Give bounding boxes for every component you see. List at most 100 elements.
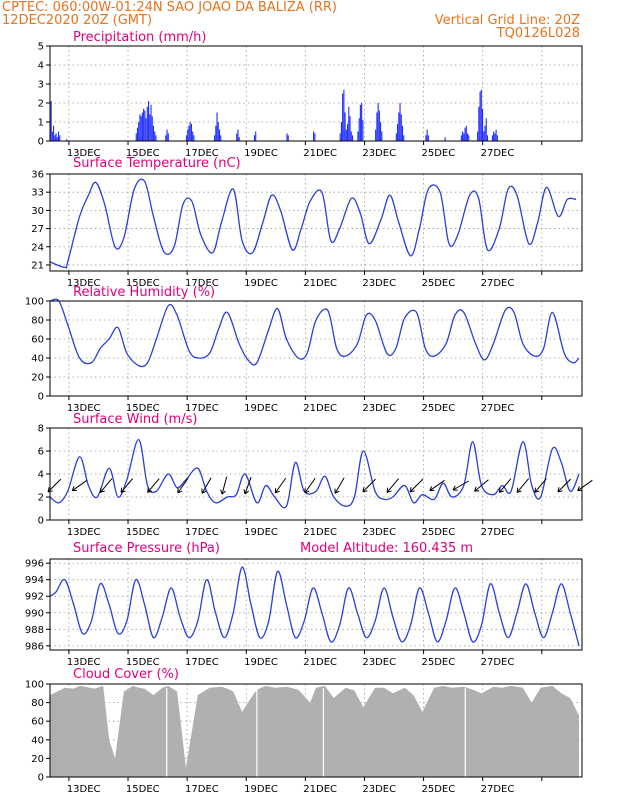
wind-arrow: [147, 478, 160, 493]
x-tick-label: 13DEC: [67, 403, 101, 414]
precip-bar: [215, 125, 217, 141]
precip-bar: [342, 93, 344, 141]
precip-bar: [139, 114, 141, 141]
precip-bar: [395, 133, 397, 141]
series-line: [49, 298, 580, 368]
y-tick-label: 20: [31, 754, 44, 765]
precip-bar: [187, 129, 189, 141]
precip-bar: [466, 133, 469, 141]
precip-bar: [144, 110, 146, 141]
header-grid-note: Vertical Grid Line: 20Z: [434, 13, 580, 28]
y-tick-label: 100: [25, 680, 44, 691]
x-tick-label: 27DEC: [481, 148, 515, 159]
precip-bar: [313, 131, 315, 141]
y-tick-label: 60: [31, 335, 44, 346]
wind-arrow: [274, 477, 287, 494]
precip-bar: [381, 131, 383, 141]
precip-bar: [238, 137, 240, 141]
x-tick-label: 15DEC: [126, 148, 160, 159]
precip-bar: [399, 103, 401, 141]
panel-frame: [49, 300, 583, 397]
precip-bar: [463, 133, 465, 141]
x-tick-label: 13DEC: [67, 148, 101, 159]
x-tick-label: 25DEC: [421, 278, 455, 289]
y-tick-label: 27: [31, 224, 44, 235]
precip-bar: [220, 135, 222, 141]
precip-bar: [477, 131, 479, 141]
precip-bar: [343, 89, 345, 141]
x-tick-label: 15DEC: [126, 278, 160, 289]
y-tick-label: 2: [38, 99, 44, 110]
precip-bar: [287, 135, 289, 141]
precip-bar: [216, 112, 218, 141]
x-tick-label: 25DEC: [421, 403, 455, 414]
x-tick-label: 21DEC: [303, 403, 337, 414]
precip-bar: [59, 135, 61, 141]
y-tick-label: 6: [38, 447, 44, 458]
x-tick-label: 21DEC: [303, 148, 337, 159]
precip-bar: [350, 131, 352, 141]
x-tick-label: 19DEC: [244, 527, 278, 538]
y-tick-label: 40: [31, 354, 44, 365]
precip-bar: [347, 123, 349, 141]
precip-bar: [66, 139, 68, 141]
precip-bar: [57, 131, 60, 141]
precip-bar: [427, 135, 429, 141]
precip-bar: [190, 123, 192, 141]
panel-title: Surface Temperature (nC): [73, 156, 241, 171]
precip-bar: [496, 135, 498, 141]
precip-bar: [481, 108, 484, 141]
precip-bar: [136, 127, 139, 141]
precip-bar: [425, 135, 427, 141]
wind-arrow: [452, 480, 469, 491]
y-tick-label: 80: [31, 698, 44, 709]
x-tick-label: 13DEC: [67, 278, 101, 289]
precip-bar: [351, 135, 354, 141]
x-tick-label: 15DEC: [126, 403, 160, 414]
precip-bar: [397, 123, 399, 141]
precip-bar: [403, 135, 405, 141]
y-tick-label: 100: [25, 297, 44, 308]
header-location: CPTEC: 060:00W-01:24N SAO JOAO DA BALIZA…: [2, 0, 337, 15]
panel-2: 21 24 27 30 33 36 13DEC 15DEC 17DEC 19DEC 21DEC 23D…: [31, 156, 583, 289]
precip-bar: [359, 104, 361, 141]
precip-bar: [344, 112, 346, 141]
y-tick-label: 5: [38, 42, 44, 53]
wind-arrow: [304, 477, 316, 494]
precip-bar: [255, 131, 257, 141]
precip-bar: [167, 133, 169, 141]
panel-title: Cloud Cover (%): [73, 667, 179, 682]
precip-bar: [495, 129, 497, 141]
y-tick-label: 2: [38, 493, 44, 504]
precip-bar: [375, 129, 377, 141]
precip-bar: [188, 125, 190, 141]
x-tick-label: 23DEC: [362, 278, 396, 289]
precip-bar: [214, 135, 216, 141]
precip-bar: [483, 131, 485, 141]
x-tick-label: 25DEC: [421, 527, 455, 538]
y-tick-label: 992: [25, 592, 44, 603]
precip-bar: [376, 112, 378, 141]
wind-arrow: [386, 478, 400, 493]
precip-bar: [494, 133, 496, 141]
y-tick-label: 20: [31, 373, 44, 384]
x-tick-label: 19DEC: [244, 148, 278, 159]
model-altitude: Model Altitude: 160.435 m: [300, 541, 473, 556]
panel-frame: [49, 558, 583, 651]
precip-bar: [460, 135, 462, 141]
precip-bar: [141, 112, 143, 141]
x-tick-label: 13DEC: [67, 784, 101, 795]
wind-arrow: [557, 478, 571, 493]
x-tick-label: 25DEC: [421, 784, 455, 795]
precip-bar: [378, 110, 380, 141]
x-tick-label: 19DEC: [244, 403, 278, 414]
precip-bar: [149, 114, 151, 141]
precip-bar: [193, 135, 195, 141]
precip-bar: [484, 125, 486, 141]
precip-bar: [189, 122, 191, 141]
wind-arrow: [429, 479, 445, 492]
y-tick-label: 4: [38, 61, 44, 72]
series-line: [49, 566, 580, 647]
y-tick-label: 0: [38, 516, 44, 527]
